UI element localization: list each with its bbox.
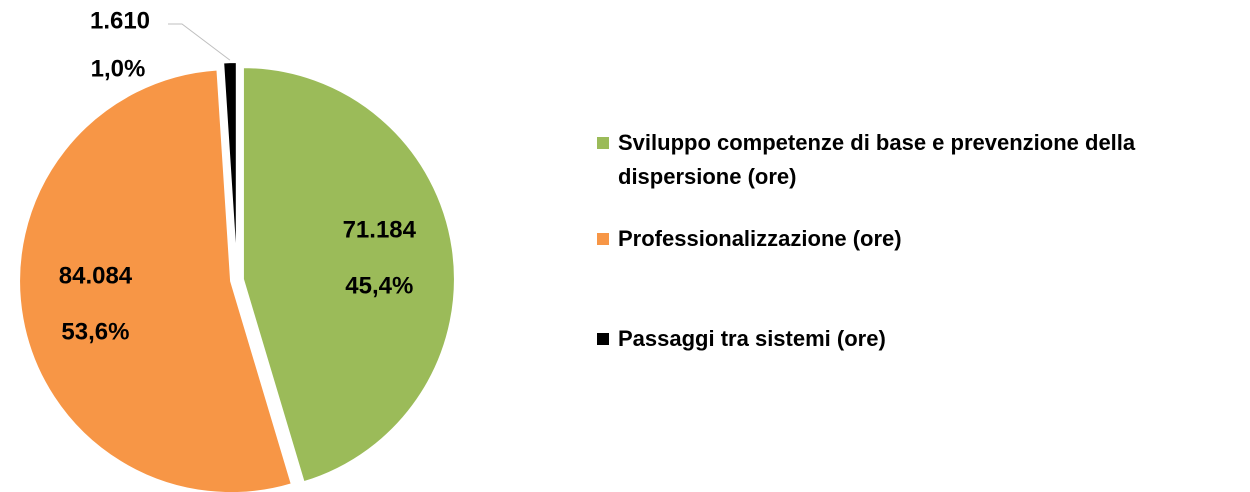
legend-item: Passaggi tra sistemi (ore) <box>597 322 1242 356</box>
legend-swatch <box>597 233 609 245</box>
legend-item: Sviluppo competenze di base e prevenzion… <box>597 126 1242 194</box>
legend-item: Professionalizzazione (ore) <box>597 222 1242 256</box>
pie-slice <box>241 66 456 484</box>
percent-label: 45,4% <box>345 273 413 300</box>
legend: Sviluppo competenze di base e prevenzion… <box>597 126 1242 356</box>
legend-swatch <box>597 333 609 345</box>
pie-chart: 71.184 45,4% 84.084 53,6% 1.610 1,0% <box>18 7 456 492</box>
legend-label: Professionalizzazione (ore) <box>618 226 902 251</box>
value-label: 71.184 <box>343 217 417 244</box>
percent-label: 1,0% <box>91 55 146 82</box>
percent-label: 53,6% <box>61 319 129 346</box>
legend-label: Sviluppo competenze di base e prevenzion… <box>618 130 1136 189</box>
pie-slice <box>222 61 238 275</box>
leader-line <box>168 23 231 61</box>
legend-swatch <box>597 137 609 149</box>
pie-slice <box>18 68 294 492</box>
value-label: 1.610 <box>90 7 150 34</box>
value-label: 84.084 <box>59 263 133 290</box>
legend-label: Passaggi tra sistemi (ore) <box>618 326 886 351</box>
